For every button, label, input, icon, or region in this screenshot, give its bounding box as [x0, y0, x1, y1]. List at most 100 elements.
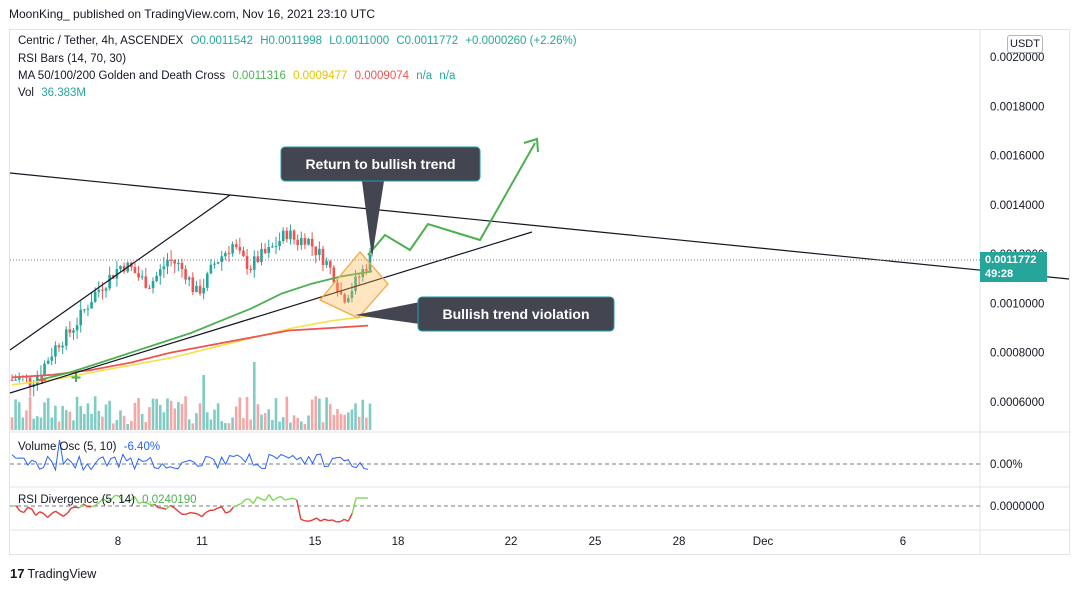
rsidiv-segment — [237, 502, 242, 506]
volume-bar — [328, 404, 332, 430]
volume-bar — [310, 399, 314, 430]
legend-vol-value: 36.383M — [41, 87, 86, 99]
candle-body — [151, 281, 155, 289]
candle-body — [278, 241, 281, 247]
x-tick-label: 11 — [196, 536, 208, 548]
volume-bar — [137, 397, 140, 430]
legend-volosc-value: -6.40% — [123, 441, 161, 453]
rsidiv-segment — [134, 496, 140, 504]
volume-bar — [39, 417, 43, 430]
volume-bar — [36, 416, 39, 430]
candle-body — [249, 268, 252, 270]
volume-bar — [32, 418, 35, 430]
rsidiv-segment — [240, 499, 246, 504]
volume-bar — [187, 419, 191, 430]
rsidiv-segment — [51, 510, 56, 515]
volume-bar — [263, 413, 267, 430]
tv-logo-icon: 17 — [10, 566, 25, 581]
volume-bar — [83, 413, 86, 430]
candle-body — [57, 345, 61, 348]
rsidiv-segment — [177, 510, 183, 515]
volume-bar — [50, 417, 54, 430]
volume-bar — [17, 402, 21, 430]
candle-body — [350, 290, 354, 298]
volume-bar — [140, 413, 144, 430]
candle-body — [166, 260, 169, 267]
rsidiv-segment — [126, 499, 131, 502]
candle-body — [198, 285, 202, 294]
last-price-tag: 0.0011772 49:28 — [980, 252, 1047, 282]
volume-bar — [61, 405, 64, 430]
rsidiv-segment — [75, 506, 80, 509]
volume-bar — [238, 397, 242, 430]
candle-body — [328, 261, 332, 268]
chart-frame[interactable] — [9, 29, 1070, 555]
ma50-line — [39, 270, 373, 381]
rsidiv-segment — [63, 512, 68, 517]
candle-body — [310, 238, 314, 247]
legend-open: O0.0011542 — [190, 35, 253, 47]
volume-bar — [285, 396, 289, 430]
resistance-trendline — [9, 172, 1070, 280]
rsidiv-segment — [197, 513, 203, 518]
rsidiv-segment — [316, 517, 321, 522]
legend-volosc-row: Volume Osc (5, 10) -6.40% — [18, 441, 164, 453]
candle-body — [213, 263, 216, 265]
volume-bar — [148, 407, 151, 430]
rsidiv-segment — [332, 519, 337, 523]
legend-change: +0.0000260 (+2.26%) — [465, 35, 577, 47]
candle-body — [86, 308, 90, 310]
volume-bar — [101, 416, 104, 430]
y-tick-label: 0.0016000 — [990, 151, 1044, 163]
rsidiv-segment — [39, 511, 44, 515]
volume-bar — [339, 414, 343, 430]
x-tick-label: Dec — [753, 536, 774, 548]
callout-trend-violation-box — [417, 296, 615, 332]
legend-rsi-bars-label: RSI Bars (14, 70, 30) — [18, 53, 127, 65]
candle-body — [10, 379, 14, 381]
candle-body — [158, 269, 162, 276]
volume-bar — [365, 417, 368, 430]
volume-bar — [213, 409, 216, 430]
tv-logo-text: TradingView — [27, 567, 97, 581]
tradingview-logo[interactable]: 17 TradingView — [10, 566, 96, 581]
legend-low: L0.0011000 — [329, 35, 390, 47]
candle-body — [307, 238, 310, 245]
volume-bar — [361, 399, 365, 430]
volume-bar — [86, 403, 90, 430]
candle-body — [245, 256, 249, 269]
rsidiv-segment — [142, 501, 147, 504]
callout-return-bullish: Return to bullish trend — [280, 146, 481, 258]
legend-vol-row: Vol 36.383M — [18, 87, 90, 99]
callout-return-bullish-box — [280, 146, 481, 182]
callout-return-bullish-text: Return to bullish trend — [305, 156, 455, 172]
callout-trend-violation-text: Bullish trend violation — [442, 306, 589, 322]
last-price-value: 0.0011772 — [985, 254, 1037, 266]
candle-body — [292, 230, 296, 240]
rsidiv-segment — [256, 496, 262, 500]
volume-bar — [115, 419, 119, 430]
candle-body — [318, 248, 321, 256]
volume-bar — [209, 419, 213, 430]
volume-bar — [242, 418, 245, 430]
volume-bar — [195, 413, 198, 430]
currency-button[interactable]: USDT — [1007, 35, 1043, 53]
rsidiv-segment — [205, 509, 211, 514]
candle-body — [83, 309, 86, 311]
candle-body — [104, 288, 108, 291]
volume-bar — [198, 403, 202, 430]
x-tick-label: 15 — [309, 536, 322, 548]
volume-bar — [332, 414, 336, 430]
volume-bar — [325, 397, 328, 430]
rsidiv-segment — [153, 503, 159, 509]
rsidiv-segment — [320, 518, 325, 522]
legend-volosc-label: Volume Osc (5, 10) — [18, 441, 117, 453]
legend-ma-label: MA 50/100/200 Golden and Death Cross — [18, 70, 226, 82]
volume-bar — [14, 399, 17, 430]
candle-body — [347, 297, 350, 303]
volume-bar — [354, 403, 357, 430]
volume-bar — [303, 423, 307, 430]
volume-bar — [79, 406, 83, 430]
candle-body — [267, 247, 271, 253]
